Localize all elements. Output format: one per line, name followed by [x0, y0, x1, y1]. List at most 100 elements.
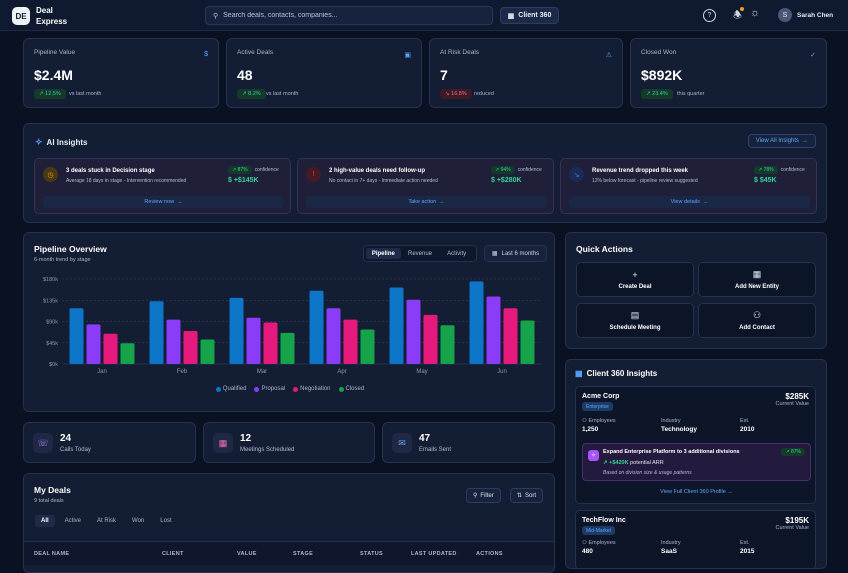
dollar-icon: $ — [204, 51, 208, 58]
col-actions: ACTIONS — [476, 551, 503, 557]
legend-item[interactable]: Closed — [338, 386, 365, 392]
pipeline-title: Pipeline Overview — [34, 244, 107, 254]
bar-closed-feb[interactable] — [200, 339, 215, 364]
pipeline-overview-panel: Pipeline Overview 6-month trend by stage… — [23, 232, 555, 412]
bar-negotiation-jan[interactable] — [103, 333, 118, 364]
bar-proposal-jun[interactable] — [486, 296, 501, 364]
tab-pipeline[interactable]: Pipeline — [366, 248, 401, 259]
sort-button[interactable]: ⇅ Sort — [510, 488, 544, 503]
deals-table-header: DEAL NAME CLIENT VALUE STAGE STATUS LAST… — [24, 541, 554, 565]
bar-qualified-jan[interactable] — [69, 308, 84, 364]
user-name[interactable]: Sarah Chen — [797, 12, 834, 19]
arrow-right-icon: → — [702, 199, 709, 205]
kpi-card-pipeline-value[interactable]: Pipeline Value $ $2.4M ↗ 12.5% vs last mo… — [23, 38, 219, 108]
tab-won[interactable]: Won — [132, 518, 145, 524]
col-deal-name[interactable]: DEAL NAME — [34, 551, 70, 557]
sort-icon: ⇅ — [517, 493, 523, 499]
arrow-right-icon: → — [727, 489, 733, 495]
kpi-card-closed-won[interactable]: Closed Won ✓ $892K ↗ 23.4% this quarter — [630, 38, 827, 108]
legend-swatch — [338, 386, 344, 392]
view-details-button[interactable]: View details → — [569, 196, 810, 208]
company-card-acme[interactable]: Acme Corp $285K Current Value Enterprise… — [575, 386, 816, 504]
search-input[interactable] — [223, 12, 464, 19]
take-action-button[interactable]: Take action → — [306, 196, 547, 208]
search-bar[interactable]: ⚲ — [205, 6, 493, 25]
help-icon[interactable]: ? — [703, 9, 716, 22]
add-entity-button[interactable]: ▦ Add New Entity — [698, 262, 816, 297]
x-tick-label: Mar — [257, 369, 267, 375]
col-status[interactable]: STATUS — [360, 551, 383, 557]
bar-closed-mar[interactable] — [280, 332, 295, 364]
date-range-select[interactable]: ▦ Last 6 months — [484, 245, 547, 262]
bar-negotiation-feb[interactable] — [183, 330, 198, 364]
legend-label: Qualified — [222, 386, 247, 392]
schedule-meeting-button[interactable]: ▤ Schedule Meeting — [576, 303, 694, 338]
tab-revenue[interactable]: Revenue — [407, 250, 433, 257]
view-all-insights-button[interactable]: View All Insights → — [747, 134, 816, 148]
bar-closed-jun[interactable] — [520, 320, 535, 364]
avatar[interactable]: S — [778, 8, 792, 22]
bar-qualified-apr[interactable] — [309, 290, 324, 364]
check-circle-icon: ✓ — [810, 52, 816, 59]
quick-actions-panel: Quick Actions + Create Deal ▦ Add New Enti… — [565, 232, 827, 349]
bar-closed-may[interactable] — [440, 325, 455, 364]
calendar-icon: ▦ — [213, 433, 233, 453]
company-card-techflow[interactable]: TechFlow Inc $195K Current Value Mid-Mar… — [575, 510, 816, 568]
view-client360-profile-link[interactable]: View Full Client 360 Profile → — [660, 489, 733, 495]
add-contact-button[interactable]: ⚇ Add Contact — [698, 303, 816, 338]
bar-proposal-may[interactable] — [406, 299, 421, 364]
change-badge: ↗ 8.2% — [237, 89, 266, 99]
kpi-card-at-risk[interactable]: At Risk Deals ⚠ 7 ↘ 16.8% reduced — [429, 38, 623, 108]
bar-qualified-jun[interactable] — [469, 281, 484, 364]
client360-button[interactable]: ▦ Client 360 — [500, 7, 559, 24]
theme-toggle-icon[interactable]: ☼ — [750, 7, 761, 19]
bar-proposal-apr[interactable] — [326, 308, 341, 364]
sparkle-icon: ✧ — [588, 450, 599, 461]
bar-qualified-mar[interactable] — [229, 297, 244, 364]
deals-subtitle: 9 total deals — [34, 498, 64, 504]
kpi-card-active-deals[interactable]: Active Deals ▣ 48 ↗ 8.2% vs last month — [226, 38, 422, 108]
stat-card-meetings[interactable]: ▦ 12 Meetings Scheduled — [203, 422, 375, 463]
users-icon: ⚇ — [582, 418, 587, 424]
tab-activity[interactable]: Activity — [447, 250, 467, 257]
bar-negotiation-may[interactable] — [423, 314, 438, 364]
review-now-button[interactable]: Review now → — [43, 196, 284, 208]
col-value[interactable]: VALUE — [237, 551, 257, 557]
bar-qualified-feb[interactable] — [149, 301, 164, 364]
stat-card-calls[interactable]: ☏ 24 Calls Today — [23, 422, 196, 463]
legend-item[interactable]: Proposal — [254, 386, 285, 392]
bar-negotiation-jun[interactable] — [503, 308, 518, 364]
legend-swatch — [293, 386, 299, 392]
legend-item[interactable]: Negotiation — [293, 386, 331, 392]
bar-negotiation-mar[interactable] — [263, 322, 278, 364]
bar-proposal-mar[interactable] — [246, 317, 261, 364]
stat-card-emails[interactable]: ✉ 47 Emails Sent — [382, 422, 555, 463]
create-deal-button[interactable]: + Create Deal — [576, 262, 694, 297]
legend-label: Closed — [345, 386, 365, 392]
bar-negotiation-apr[interactable] — [343, 319, 358, 364]
recommendation-card[interactable]: ✧ Expand Enterprise Platform to 3 additi… — [582, 443, 811, 481]
col-last-updated[interactable]: LAST UPDATED — [411, 551, 457, 557]
tab-at-risk[interactable]: At Risk — [97, 518, 117, 524]
bar-proposal-jan[interactable] — [86, 324, 101, 364]
tab-lost[interactable]: Lost — [160, 518, 172, 524]
deals-tabs: All Active At Risk Won Lost — [35, 515, 178, 527]
filter-button[interactable]: ⚲ Filter — [466, 488, 501, 503]
bar-qualified-may[interactable] — [389, 287, 404, 365]
calendar-icon: ▦ — [491, 251, 498, 257]
change-badge: ↗ 12.5% — [34, 89, 66, 99]
legend-item[interactable]: Qualified — [215, 386, 247, 392]
app-logo[interactable]: DE — [12, 7, 30, 25]
tab-all[interactable]: All — [35, 515, 55, 527]
bar-closed-jan[interactable] — [120, 343, 135, 364]
insight-card: ! 2 high-value deals need follow-up No c… — [297, 158, 554, 214]
bell-icon[interactable]: 🕭 — [733, 10, 742, 21]
col-client[interactable]: CLIENT — [162, 551, 184, 557]
x-tick-label: Jun — [497, 369, 507, 375]
bar-proposal-feb[interactable] — [166, 319, 181, 364]
insight-card: ◷ 3 deals stuck in Decision stage Averag… — [34, 158, 291, 214]
clock-icon: ◷ — [43, 167, 58, 182]
bar-closed-apr[interactable] — [360, 329, 375, 364]
col-stage[interactable]: STAGE — [293, 551, 314, 557]
tab-active[interactable]: Active — [64, 518, 82, 524]
